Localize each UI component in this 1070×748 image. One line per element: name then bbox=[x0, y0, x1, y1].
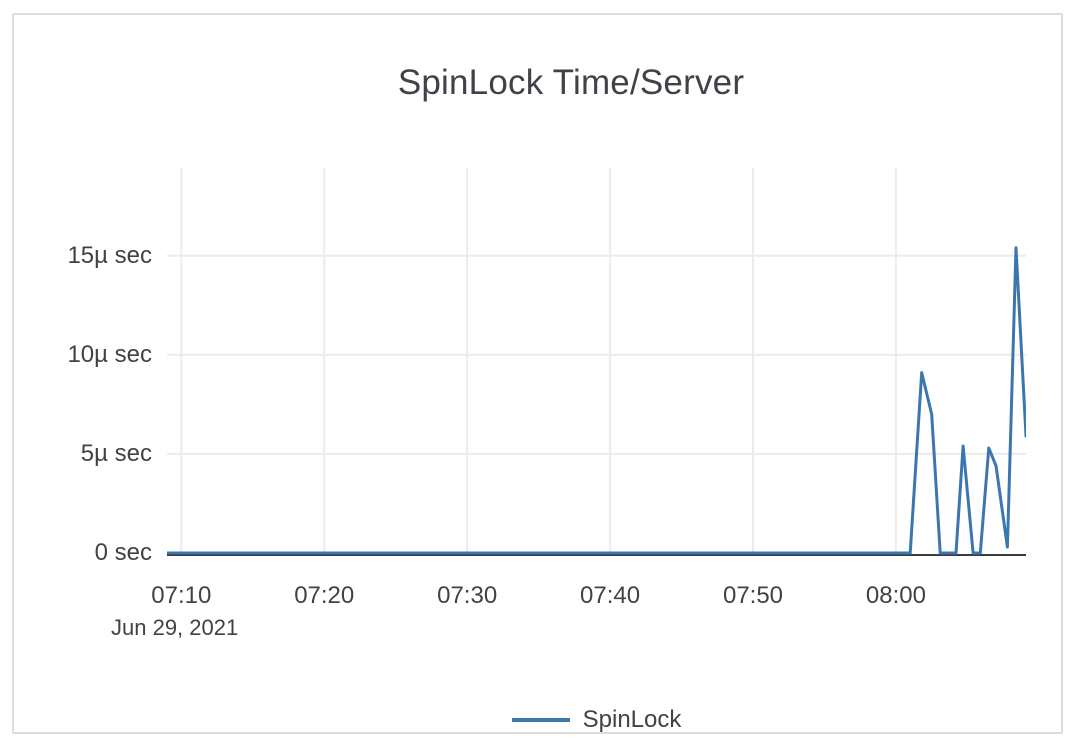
chart-title: SpinLock Time/Server bbox=[397, 63, 745, 102]
series-line-spinlock[interactable] bbox=[167, 246, 1026, 555]
legend: SpinLock bbox=[167, 705, 1026, 735]
chart-card: SpinLock Time/Server 0 sec 5µ sec 10µ sec 1… bbox=[12, 13, 1063, 734]
x-tick-label: 07:40 bbox=[580, 582, 641, 609]
x-axis-date-label: Jun 29, 2021 bbox=[111, 615, 239, 640]
x-tick-label: 07:50 bbox=[722, 582, 784, 609]
y-tick-label: 15µ sec bbox=[67, 241, 152, 269]
legend-line-swatch bbox=[511, 718, 570, 722]
x-tick-label: 07:20 bbox=[294, 582, 355, 609]
y-tick-label: 0 sec bbox=[94, 539, 152, 566]
x-tick-label: 07:30 bbox=[437, 582, 498, 609]
x-tick-label: 08:00 bbox=[865, 582, 926, 609]
legend-item-spinlock[interactable]: SpinLock bbox=[511, 706, 682, 734]
plot-area[interactable] bbox=[167, 168, 1026, 559]
x-tick-label: 07:10 bbox=[151, 582, 212, 609]
y-tick-label: 5µ sec bbox=[80, 439, 152, 467]
y-tick-label: 10µ sec bbox=[67, 340, 152, 368]
legend-label: SpinLock bbox=[582, 706, 682, 733]
